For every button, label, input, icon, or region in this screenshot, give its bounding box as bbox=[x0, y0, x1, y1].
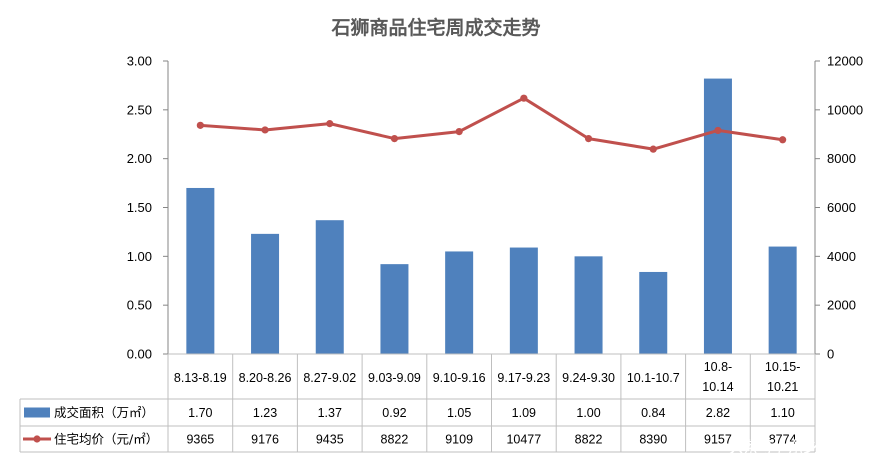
price-line-path bbox=[200, 96, 783, 151]
category-label: 8.13-8.19 bbox=[174, 371, 227, 385]
category-label: 9.10-9.16 bbox=[433, 371, 486, 385]
price-value-cell: 9176 bbox=[251, 433, 279, 447]
bar bbox=[703, 78, 732, 354]
watermark-text: 头条号 / 东乡说房产 bbox=[728, 438, 863, 456]
right-tick-label: 10000 bbox=[827, 102, 863, 117]
price-value-cell: 9365 bbox=[186, 433, 214, 447]
area-value-cell: 1.23 bbox=[253, 406, 277, 420]
bar bbox=[574, 256, 603, 354]
price-value-cell: 8822 bbox=[381, 433, 409, 447]
price-point bbox=[261, 126, 269, 134]
price-value-cell: 8822 bbox=[575, 433, 603, 447]
area-value-cell: 2.82 bbox=[706, 406, 730, 420]
price-point bbox=[326, 120, 334, 128]
left-y-axis: 0.00 0.50 1.00 1.50 2.00 2.50 3.00 bbox=[127, 54, 169, 362]
legend-line-label: 住宅均价（元/㎡） bbox=[54, 432, 158, 447]
bar bbox=[639, 271, 668, 354]
area-value-cell: 1.10 bbox=[770, 406, 794, 420]
price-value-cell: 8774 bbox=[769, 433, 797, 447]
left-tick-label: 2.50 bbox=[127, 102, 152, 117]
category-label: 9.03-9.09 bbox=[368, 371, 421, 385]
area-value-cell: 1.37 bbox=[318, 406, 342, 420]
left-tick-label: 1.00 bbox=[127, 249, 152, 264]
area-value-cell: 1.70 bbox=[188, 406, 212, 420]
left-tick-label: 3.00 bbox=[127, 54, 152, 69]
right-y-axis: 0 2000 4000 6000 8000 10000 12000 bbox=[814, 54, 863, 362]
price-point bbox=[520, 94, 528, 102]
area-value-cell: 1.09 bbox=[512, 406, 536, 420]
price-point bbox=[584, 134, 593, 143]
bar bbox=[251, 233, 280, 354]
price-value-cell: 8390 bbox=[639, 433, 667, 447]
left-tick-label: 1.50 bbox=[127, 200, 152, 215]
bar bbox=[509, 247, 538, 354]
price-value-cell: 9109 bbox=[445, 433, 473, 447]
price-point bbox=[714, 126, 722, 135]
price-point bbox=[390, 134, 399, 143]
price-point bbox=[649, 145, 657, 153]
area-value-cell: 1.00 bbox=[576, 406, 600, 420]
watermark: 头条号 / 东乡说房产 bbox=[728, 438, 863, 456]
price-line bbox=[196, 94, 787, 153]
price-point bbox=[455, 127, 463, 136]
left-tick-label: 0.50 bbox=[127, 298, 152, 313]
right-tick-label: 0 bbox=[827, 347, 834, 362]
category-label: 8.27-9.02 bbox=[303, 371, 356, 385]
bar bbox=[186, 187, 215, 354]
category-label: 9.17-9.23 bbox=[497, 371, 550, 385]
category-label: 8.20-8.26 bbox=[239, 371, 292, 385]
data-table: 8.13-8.19 8.20-8.26 8.27-9.02 9.03-9.09 9.10… bbox=[19, 353, 816, 453]
bar bbox=[768, 246, 797, 354]
right-tick-label: 8000 bbox=[827, 151, 856, 166]
left-tick-label: 2.00 bbox=[127, 151, 152, 166]
bar bbox=[380, 264, 409, 354]
right-tick-label: 4000 bbox=[827, 249, 856, 264]
price-point bbox=[779, 136, 787, 144]
left-tick-label: 0.00 bbox=[127, 347, 152, 362]
legend-bar-label: 成交面积（万㎡） bbox=[54, 405, 154, 420]
bar bbox=[315, 220, 344, 354]
category-label: 10.1-10.7 bbox=[627, 371, 680, 385]
area-value-cell: 0.92 bbox=[382, 406, 406, 420]
price-value-cell: 9435 bbox=[316, 433, 344, 447]
chart-title: 石狮商品住宅周成交走势 bbox=[330, 16, 540, 39]
right-tick-label: 2000 bbox=[827, 298, 856, 313]
legend-bar-key bbox=[24, 407, 50, 418]
area-value-cell: 1.05 bbox=[447, 406, 471, 420]
right-tick-label: 12000 bbox=[827, 54, 863, 69]
category-label: 10.8-10.14 bbox=[702, 360, 733, 394]
area-bars bbox=[186, 78, 797, 354]
right-tick-label: 6000 bbox=[827, 200, 856, 215]
area-value-cell: 0.84 bbox=[641, 406, 665, 420]
price-value-cell: 9157 bbox=[704, 433, 732, 447]
legend-line-marker bbox=[33, 435, 41, 443]
price-point bbox=[196, 121, 204, 129]
category-label: 10.15-10.21 bbox=[765, 360, 800, 394]
category-label: 9.24-9.30 bbox=[562, 371, 615, 385]
price-value-cell: 10477 bbox=[506, 433, 541, 447]
bar bbox=[445, 251, 474, 354]
